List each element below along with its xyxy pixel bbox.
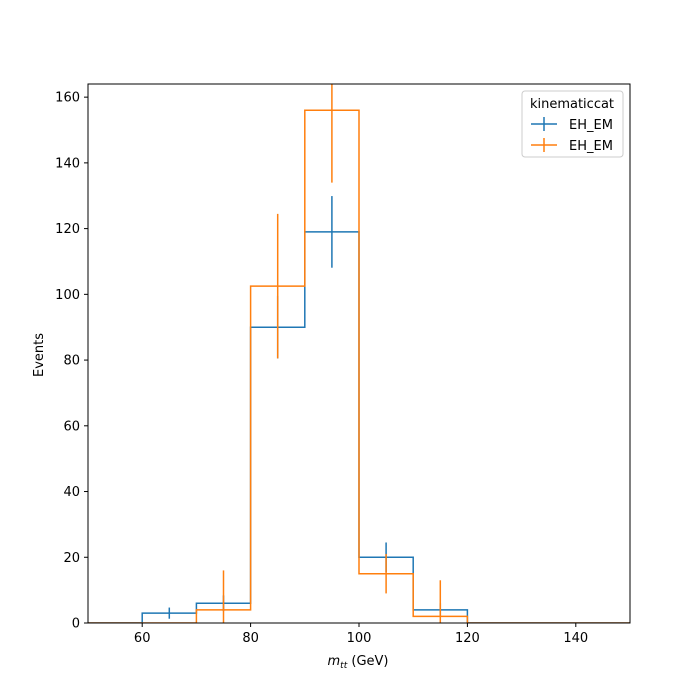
- legend-label-1: EH_EM: [569, 118, 613, 133]
- x-tick-label: 80: [242, 631, 259, 646]
- y-tick-label: 100: [55, 288, 80, 303]
- x-tick-label: 60: [134, 631, 151, 646]
- plot-area: [88, 84, 630, 623]
- y-tick-label: 20: [63, 551, 80, 566]
- x-tick-label: 140: [563, 631, 588, 646]
- legend: kinematiccat EH_EM EH_EM: [521, 90, 624, 158]
- legend-frame: [521, 90, 624, 158]
- legend-label-2: EH_EM: [569, 139, 613, 154]
- x-axis-label-unit: (GeV): [347, 654, 388, 669]
- x-axis-label: mtt (GeV): [328, 654, 389, 671]
- x-axis-label-sub: tt: [340, 661, 348, 671]
- y-tick-label: 60: [63, 419, 80, 434]
- legend-entry-1: EH_EM: [531, 117, 613, 133]
- series-2: [88, 84, 630, 623]
- x-tick-label: 100: [347, 631, 372, 646]
- x-axis-label-main: m: [328, 654, 341, 669]
- y-axis-label: Events: [32, 333, 47, 377]
- y-tick-label: 140: [55, 156, 80, 171]
- y-tick-label: 80: [63, 354, 80, 369]
- chart-marks: [88, 84, 630, 623]
- series-2-step: [88, 109, 630, 623]
- y-tick-label: 160: [55, 91, 80, 106]
- legend-entry-2: EH_EM: [531, 138, 613, 154]
- chart-axes: 60 80 100 120 140 0 20 40 60 80 100 120 140 160: [55, 83, 631, 646]
- y-tick-label: 120: [55, 222, 80, 237]
- x-tick-label: 120: [455, 631, 480, 646]
- y-tick-label: 0: [72, 617, 80, 632]
- legend-title: kinematiccat: [530, 97, 614, 112]
- y-tick-label: 40: [63, 485, 80, 500]
